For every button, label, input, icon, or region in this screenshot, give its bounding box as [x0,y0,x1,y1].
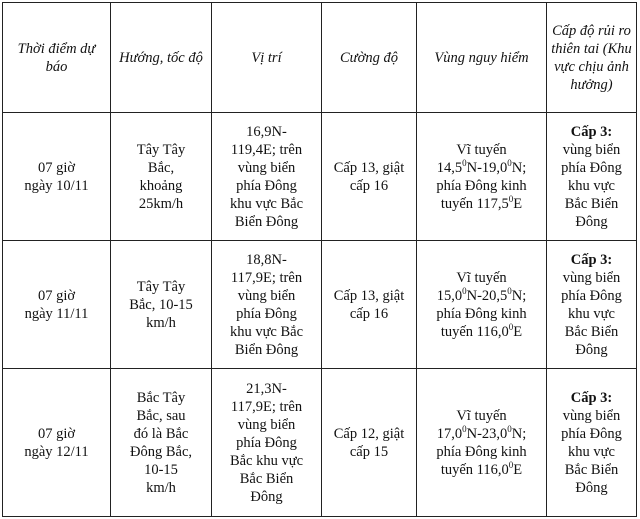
risk-level-label: Cấp 3: [570,251,613,268]
position-cell: 18,8N- 117,9E; trên vùng biển phía Đông … [211,240,322,369]
risk-level-cell: Cấp 3: vùng biển phía Đông khu vực Bắc B… [546,240,637,369]
risk-level-label: Cấp 3: [570,389,613,406]
risk-level-cell: Cấp 3: vùng biển phía Đông khu vực Bắc B… [546,368,637,517]
direction-cell: Tây Tây Bắc, 10-15 km/h [110,240,212,369]
danger-zone-cell: Vĩ tuyến 17,00N-23,00N; phía Đông kinh t… [416,368,547,517]
forecast-time-cell: 07 giờ ngày 12/11 [2,368,111,517]
danger-zone-cell: Vĩ tuyến 14,50N-19,00N; phía Đông kinh t… [416,112,547,241]
risk-level-cell: Cấp 3: vùng biển phía Đông khu vực Bắc B… [546,112,637,241]
header-danger-zone: Vùng nguy hiểm [416,2,547,113]
risk-area-text: vùng biển phía Đông khu vực Bắc Biển Đôn… [561,141,622,230]
forecast-time-cell: 07 giờ ngày 11/11 [2,240,111,369]
risk-area-text: vùng biển phía Đông khu vực Bắc Biển Đôn… [561,407,622,496]
header-position: Vị trí [211,2,322,113]
danger-zone-cell: Vĩ tuyến 15,00N-20,50N; phía Đông kinh t… [416,240,547,369]
header-forecast-time: Thời điểm dự báo [2,2,111,113]
direction-cell: Bắc Tây Bắc, sau đó là Bắc Đông Bắc, 10-… [110,368,212,517]
position-cell: 21,3N- 117,9E; trên vùng biển phía Đông … [211,368,322,517]
forecast-time-cell: 07 giờ ngày 10/11 [2,112,111,241]
header-direction-speed: Hướng, tốc độ [110,2,212,113]
intensity-cell: Cấp 13, giật cấp 16 [321,112,417,241]
table-row: 07 giờ ngày 10/11 Tây Tây Bắc, khoảng 25… [2,112,637,241]
header-row: Thời điểm dự báo Hướng, tốc độ Vị trí Cư… [2,2,637,113]
header-risk-level: Cấp độ rủi ro thiên tai (Khu vực chịu ản… [546,2,637,113]
direction-cell: Tây Tây Bắc, khoảng 25km/h [110,112,212,241]
position-cell: 16,9N- 119,4E; trên vùng biển phía Đông … [211,112,322,241]
intensity-cell: Cấp 12, giật cấp 15 [321,368,417,517]
intensity-cell: Cấp 13, giật cấp 16 [321,240,417,369]
risk-level-label: Cấp 3: [570,123,613,140]
risk-area-text: vùng biển phía Đông khu vực Bắc Biển Đôn… [561,269,622,358]
table-row: 07 giờ ngày 12/11 Bắc Tây Bắc, sau đó là… [2,368,637,517]
table-row: 07 giờ ngày 11/11 Tây Tây Bắc, 10-15 km/… [2,240,637,369]
header-intensity: Cường độ [321,2,417,113]
